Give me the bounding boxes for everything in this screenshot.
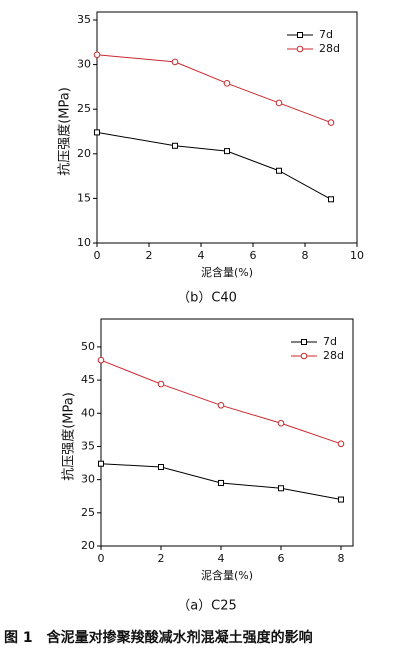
series-line [96, 131, 332, 200]
legend-label: 28d [323, 349, 344, 362]
marker [218, 479, 224, 486]
marker [97, 356, 105, 364]
marker [277, 419, 285, 427]
marker [217, 402, 225, 409]
y-tick-label: 15 [77, 191, 91, 204]
x-tick-label: 4 [218, 552, 225, 565]
marker [157, 380, 165, 388]
marker [94, 129, 100, 136]
series-line [96, 54, 332, 124]
x-axis-label: 泥含量(%) [201, 568, 253, 582]
y-tick-label: 25 [77, 102, 91, 115]
y-tick-label: 35 [77, 13, 91, 26]
marker [171, 58, 179, 66]
legend-marker [301, 339, 307, 345]
marker [328, 196, 334, 203]
x-tick-label: 6 [250, 249, 257, 262]
x-tick-label: 8 [338, 552, 345, 565]
marker [275, 99, 283, 107]
marker [337, 440, 345, 448]
legend-marker [297, 32, 303, 38]
x-tick-label: 2 [158, 552, 165, 565]
legend-marker [300, 352, 308, 360]
figure-caption: 图 1 含泥量对掺聚羧酸减水剂混凝土强度的影响 [4, 629, 313, 646]
legend-label: 28d [319, 42, 340, 55]
chart-title: （a）C25 [177, 599, 237, 614]
marker [224, 148, 230, 155]
plot-frame [100, 318, 354, 547]
marker [158, 464, 164, 471]
marker [223, 80, 231, 87]
series-line [100, 359, 342, 445]
y-tick-label: 10 [77, 236, 91, 249]
y-tick-label: 30 [81, 473, 95, 486]
plot-frame [96, 11, 358, 244]
y-axis-label: 抗压强度(MPa) [57, 87, 73, 176]
marker [172, 142, 178, 149]
legend-marker [296, 45, 304, 53]
y-tick-label: 25 [81, 506, 95, 519]
x-tick-label: 10 [350, 249, 364, 262]
y-tick-label: 35 [81, 439, 95, 452]
x-tick-label: 8 [302, 249, 309, 262]
chart-title: （b）C40 [177, 291, 237, 306]
y-tick-label: 40 [81, 406, 95, 419]
legend-label: 7d [319, 28, 333, 41]
y-axis-label: 抗压强度(MPa) [61, 392, 77, 481]
x-axis-label: 泥含量(%) [201, 265, 253, 279]
y-tick-label: 45 [81, 373, 95, 386]
y-tick-label: 20 [77, 147, 91, 160]
y-tick-label: 30 [77, 58, 91, 71]
x-tick-label: 6 [278, 552, 285, 565]
marker [327, 119, 335, 126]
x-tick-label: 2 [146, 249, 153, 262]
x-tick-label: 0 [98, 552, 105, 565]
legend-label: 7d [323, 335, 337, 348]
marker [93, 51, 101, 59]
marker [278, 485, 284, 492]
marker [338, 496, 344, 503]
y-tick-label: 50 [81, 340, 95, 353]
marker [276, 167, 282, 174]
x-tick-label: 4 [198, 249, 205, 262]
marker [98, 460, 104, 467]
y-tick-label: 20 [81, 539, 95, 552]
x-tick-label: 0 [94, 249, 101, 262]
